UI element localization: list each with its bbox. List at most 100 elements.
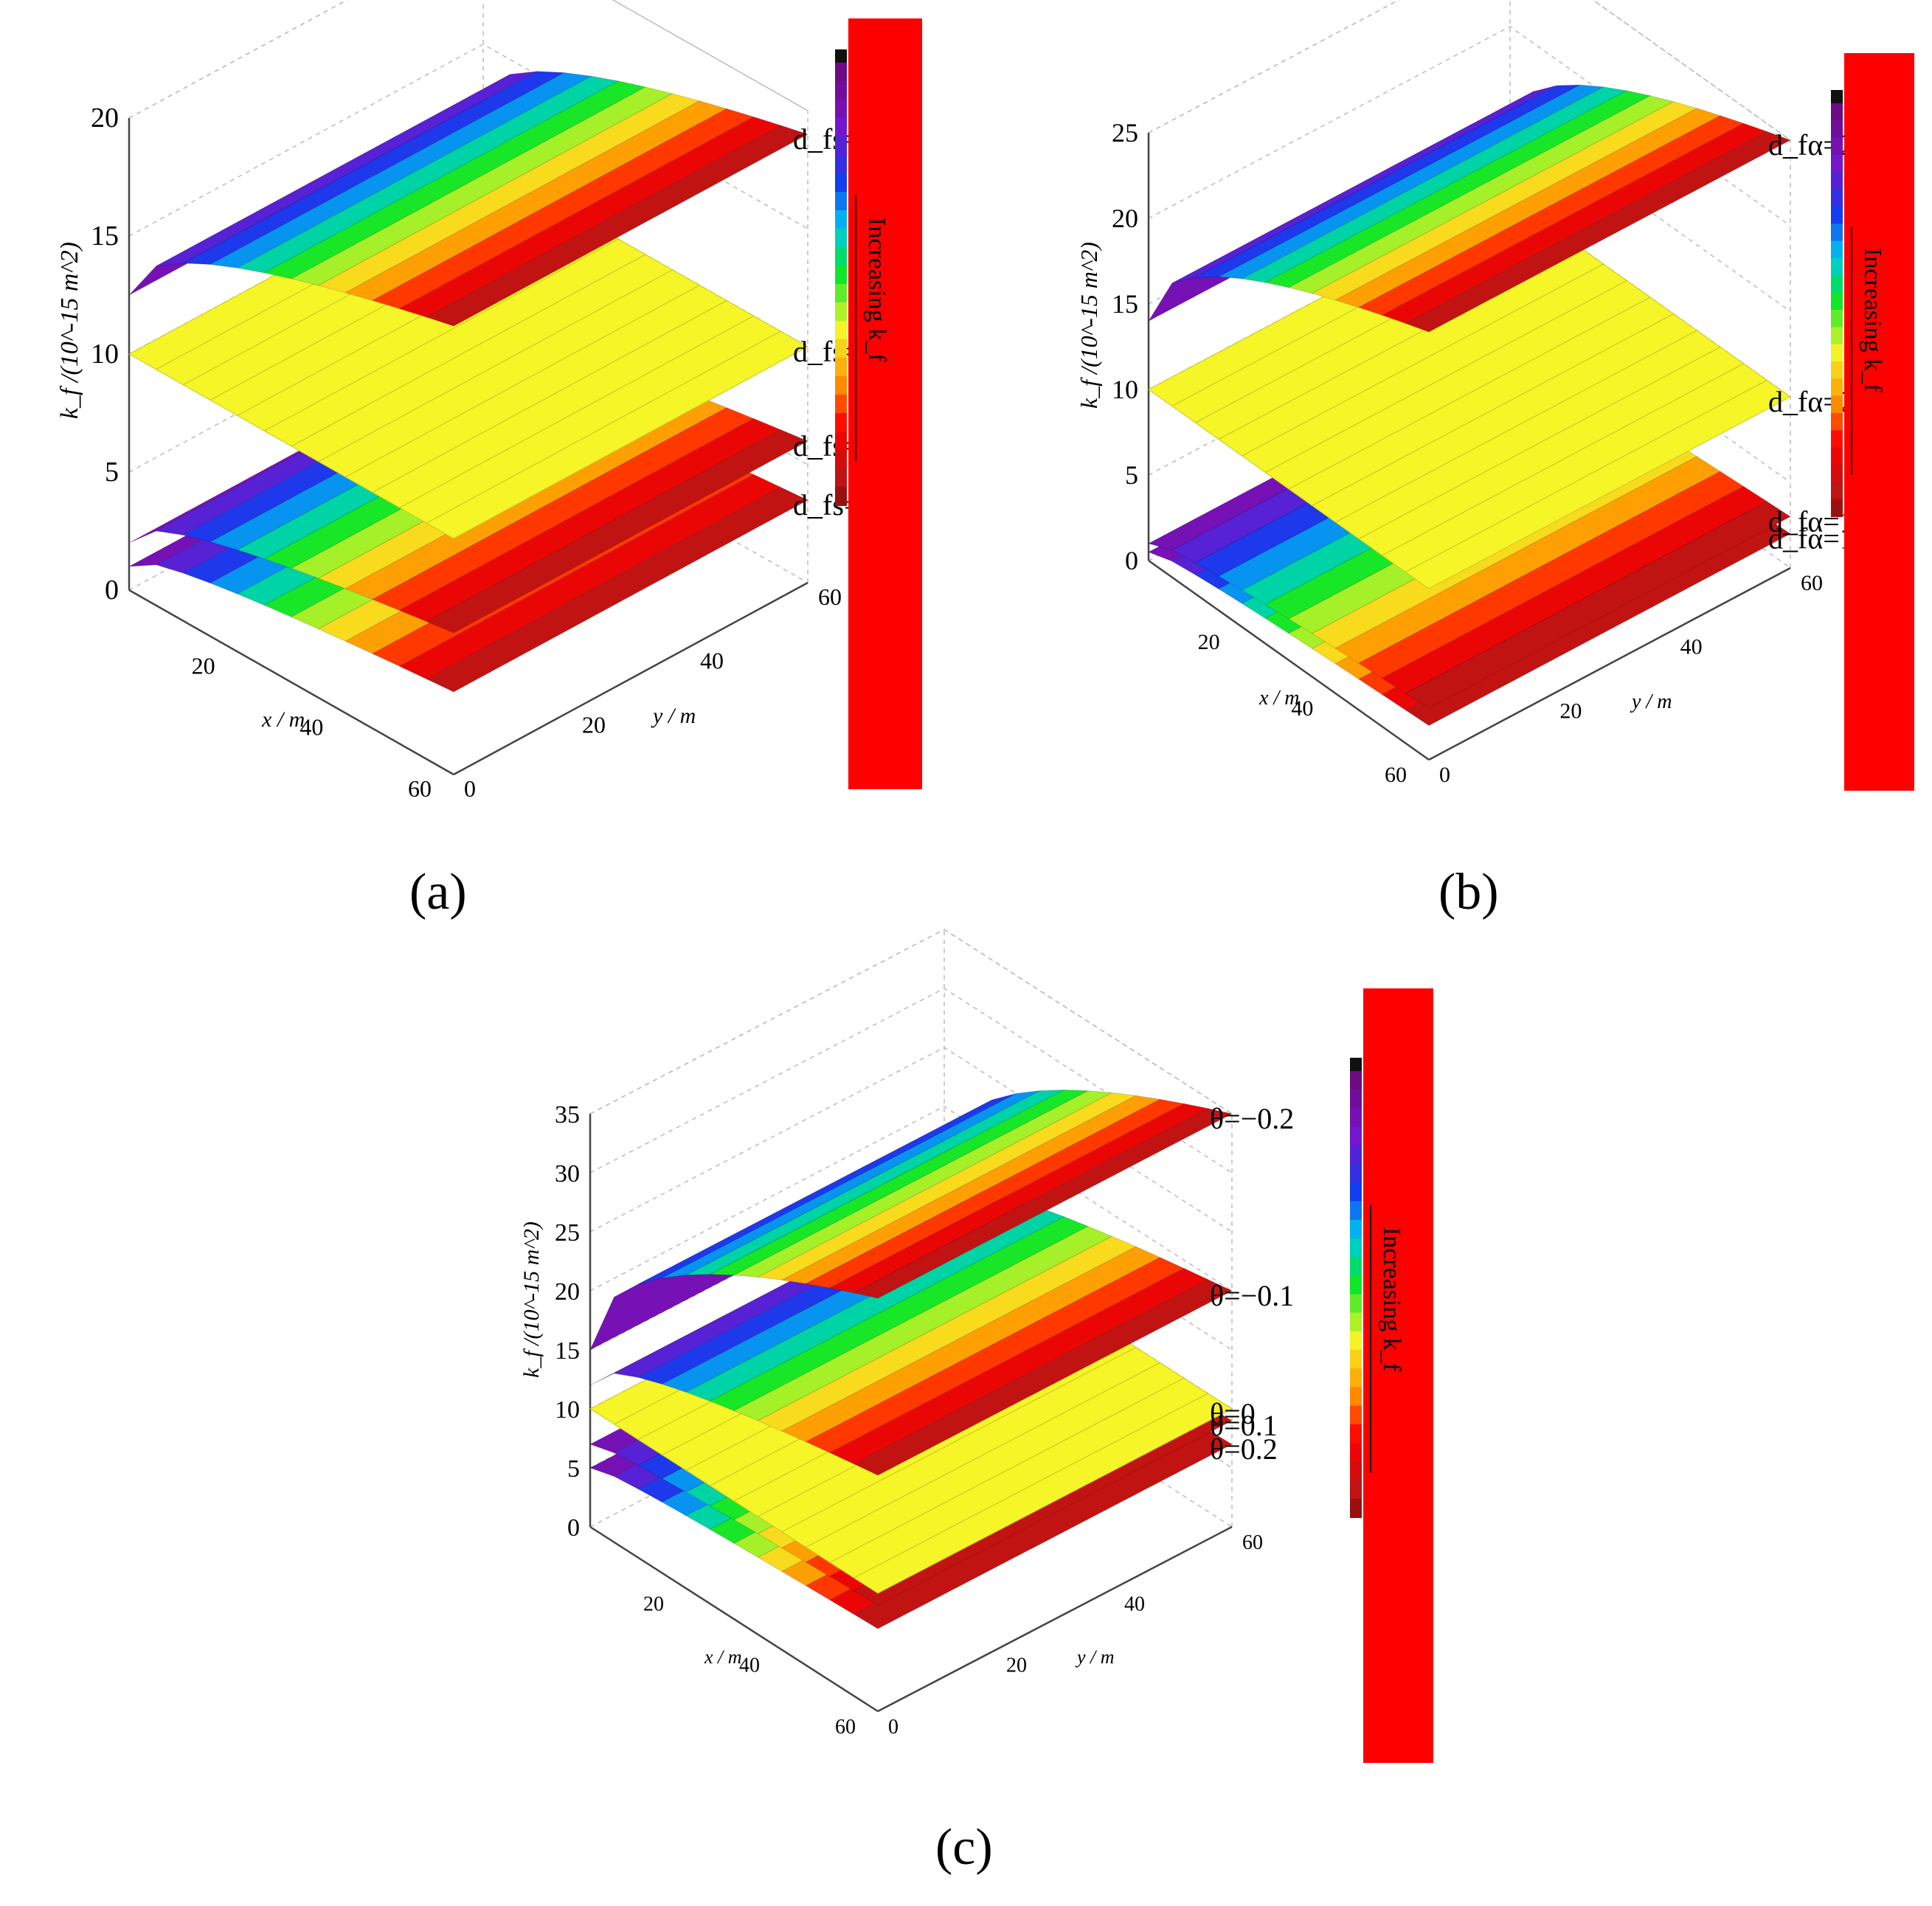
grid-line (589, 929, 1233, 1115)
y-tick-label: 20 (1006, 1654, 1027, 1677)
colorbar-segment (1350, 1238, 1362, 1258)
axis-line (1148, 559, 1430, 761)
z-tick-label: 15 (555, 1337, 580, 1365)
axis-line (128, 589, 454, 776)
colorbar-segment (1350, 1294, 1362, 1314)
colorbar-segment (835, 358, 847, 377)
colorbar-segment (1350, 1312, 1362, 1332)
x-axis-title: x / m (704, 1646, 742, 1668)
grid-line (589, 1047, 1233, 1233)
y-axis-title: y / m (1075, 1646, 1115, 1668)
y-tick-label: 40 (1680, 635, 1703, 659)
axis-line (453, 581, 809, 776)
colorbar-segment (835, 155, 847, 174)
z-axis-title: k_f /(10^-15 m^2) (519, 1221, 544, 1378)
colorbar-segment (835, 339, 847, 358)
y-tick-label: 0 (1439, 763, 1450, 787)
colorbar-segment (1831, 292, 1843, 311)
colorbar-segment (1831, 137, 1843, 156)
colorbar-segment (1831, 275, 1843, 294)
colorbar-segment (1831, 120, 1843, 139)
x-axis-title: x / m (261, 707, 305, 732)
colorbar-segment (1350, 1275, 1362, 1295)
colorbar-segment (835, 376, 847, 395)
colorbar-segment (835, 136, 847, 156)
colorbar-segment (1350, 1108, 1362, 1128)
panel-label-b: (b) (1438, 864, 1499, 921)
colorbar-segment (835, 450, 847, 469)
colorbar-segment (1350, 1498, 1362, 1518)
colorbar-segment (1350, 1461, 1362, 1481)
y-tick-label: 40 (1124, 1593, 1145, 1615)
surface-plot-a: d_fs=1.5d_fs=1.8d_fs=2.0d_fs=2.120151050… (56, 0, 922, 802)
colorbar-segment (1350, 1126, 1362, 1146)
axis-line (589, 1525, 879, 1713)
colorbar-segment (835, 210, 847, 229)
colorbar-segment (1831, 207, 1843, 225)
grid-line (128, 44, 809, 237)
colorbar-cap (835, 49, 847, 63)
panel-label-a: (a) (409, 864, 467, 921)
box-edge (1148, 0, 1400, 134)
colorbar-segment (835, 118, 847, 137)
colorbar-segment (835, 81, 847, 100)
z-tick-label: 20 (555, 1278, 580, 1306)
z-tick-label: 30 (555, 1160, 580, 1188)
surface-strip (1405, 501, 1791, 709)
x-tick-label: 60 (1385, 763, 1407, 787)
box-edge (612, 0, 809, 111)
colorbar-cap (1350, 1058, 1362, 1071)
surface-label: θ=0.2 (1210, 1432, 1278, 1466)
colorbar-segment (835, 487, 847, 506)
panel-label-c: (c) (935, 1819, 993, 1876)
surface-label: θ=−0.2 (1210, 1102, 1294, 1135)
surface-strip (853, 1279, 1233, 1476)
axis-line (1428, 566, 1791, 761)
z-axis-title: k_f /(10^-15 m^2) (1076, 242, 1102, 409)
box-edge (128, 0, 348, 119)
z-tick-label: 20 (91, 103, 119, 134)
panel-c: θ=0.2 θ=0.1 θ=0 θ=−0.1 θ=−0.2 35 30 25 20 15 10 5 0 2… (502, 929, 1453, 1778)
colorbar-segment (1831, 223, 1843, 242)
colorbar-segment (1831, 378, 1843, 397)
z-tick-label: 5 (105, 457, 119, 488)
z-tick-label: 10 (91, 339, 119, 370)
z-tick-label: 25 (555, 1219, 580, 1247)
z-tick-label: 0 (567, 1514, 580, 1542)
colorbar-title: Increasing k_f (1859, 248, 1886, 392)
surface-strip (426, 125, 809, 327)
y-tick-label: 20 (582, 711, 606, 738)
z-tick-label: 0 (105, 575, 119, 606)
axes (589, 1114, 1233, 1713)
colorbar-title: Increasing k_f (1378, 1227, 1405, 1372)
colorbar-segment (1831, 361, 1843, 380)
colorbar-title: Increasing k_f (863, 218, 890, 362)
z-tick-label: 5 (1125, 460, 1138, 490)
surface-label: θ=0 (1210, 1397, 1256, 1430)
colorbar-segment (1350, 1145, 1362, 1165)
colorbar-segment (1831, 344, 1843, 362)
z-tick-label: 10 (1112, 375, 1138, 404)
y-tick-label: 60 (1801, 571, 1823, 595)
surface-strip (1405, 379, 1791, 589)
axes (1147, 133, 1791, 761)
panel-b: d_fα=1.5 d_fα=1.8 d_fα=2.0 d_fα=2.05 25 20 15 1… (1042, 0, 1932, 804)
y-axis-title: y / m (1630, 690, 1672, 713)
surface-strip (1405, 131, 1792, 333)
panel-a: d_fs=1.5d_fs=1.8d_fs=2.0d_fs=2.120151050… (0, 0, 959, 804)
colorbar-segment (1831, 155, 1843, 173)
colorbar-segment (1350, 1182, 1362, 1202)
colorbar-segment (1350, 1201, 1362, 1221)
surface-d_fα=2.05 (1147, 84, 1792, 333)
colorbar-segment (1350, 1368, 1362, 1388)
y-axis-title: y / m (651, 704, 696, 728)
surface-d_fα=2.0 (1148, 197, 1791, 589)
colorbar-segment (1831, 189, 1843, 207)
z-tick-label: 0 (1125, 546, 1138, 575)
x-tick-label: 40 (300, 714, 323, 741)
y-tick-label: 60 (1242, 1531, 1263, 1554)
colorbar-segment (1350, 1443, 1362, 1463)
colorbar-segment (835, 468, 847, 488)
surface-d_fs=2.1 (128, 71, 809, 327)
y-tick-label: 40 (700, 648, 724, 674)
